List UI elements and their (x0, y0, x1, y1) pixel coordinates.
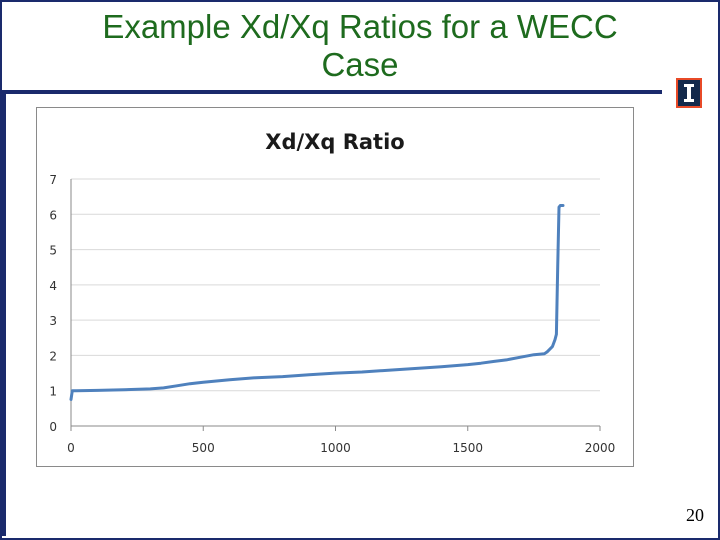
y-tick-label: 7 (49, 173, 57, 187)
x-tick-label: 1500 (452, 441, 483, 455)
slide-title: Example Xd/Xq Ratios for a WECC Case (102, 8, 618, 83)
slide-number: 20 (686, 505, 704, 525)
title-divider (2, 90, 662, 94)
y-tick-label: 5 (49, 244, 57, 258)
x-tick-label: 2000 (585, 441, 616, 455)
chart-title: Xd/Xq Ratio (265, 130, 404, 154)
x-tick-label: 500 (192, 441, 215, 455)
y-tick-label: 6 (49, 208, 57, 222)
left-border-bar (2, 90, 6, 536)
chart-container: Xd/Xq Ratio 0 1 2 3 4 5 6 7 0 500 1000 1500 2000 (36, 107, 634, 467)
y-tick-label: 2 (49, 349, 57, 363)
y-tick-label: 1 (49, 385, 57, 399)
illinois-block-i-icon (676, 78, 702, 108)
xd-xq-ratio-chart: Xd/Xq Ratio 0 1 2 3 4 5 6 7 0 500 1000 1500 2000 (49, 130, 616, 455)
y-tick-label: 3 (49, 314, 57, 328)
x-tick-label: 0 (67, 441, 75, 455)
x-tick-label: 1000 (320, 441, 351, 455)
series-line (69, 204, 565, 401)
y-tick-label: 4 (49, 279, 57, 293)
y-tick-label: 0 (49, 420, 57, 434)
